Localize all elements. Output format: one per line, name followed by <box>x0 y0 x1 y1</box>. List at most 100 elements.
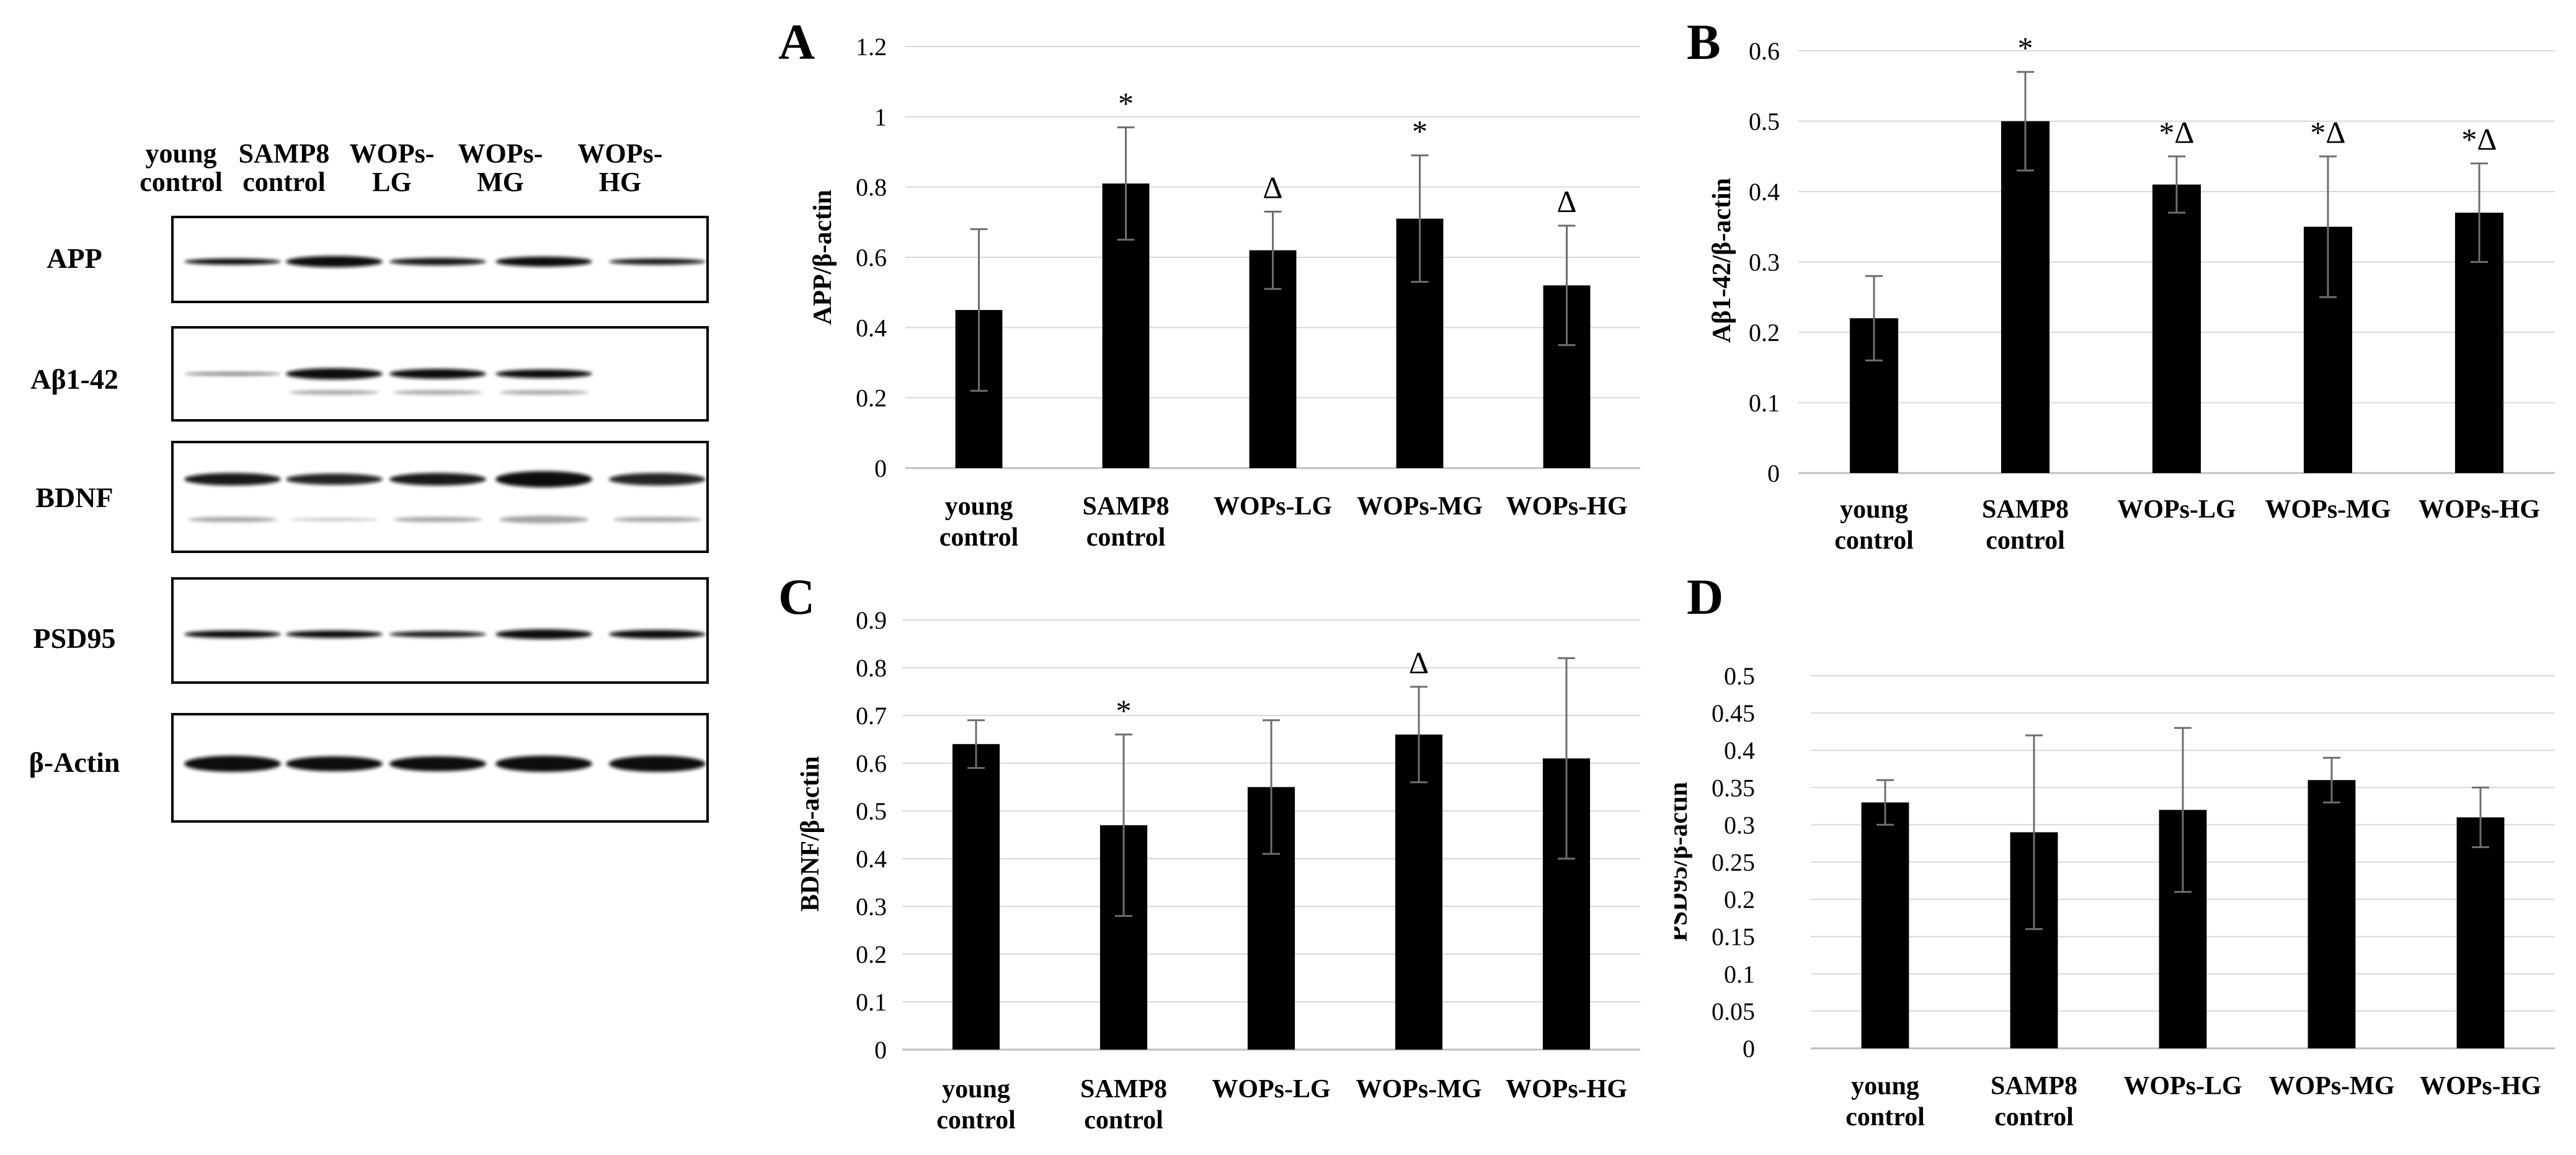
y-tick-label: 0.6 <box>1749 37 1780 65</box>
panel-letter: C <box>778 569 815 625</box>
y-tick-label: 0.4 <box>1749 178 1780 206</box>
blot-band-faint <box>290 518 379 521</box>
chart-panel-b: B00.10.20.30.40.50.6Aβ1-42/β-actinyoungc… <box>1687 14 2555 555</box>
blot-band <box>389 258 486 265</box>
blot-band <box>609 630 706 639</box>
y-tick-label: 1 <box>874 103 887 131</box>
x-category-label: SAMP8 <box>1982 495 2069 524</box>
y-tick-label: 0.1 <box>1749 389 1780 417</box>
y-tick-label: 0.1 <box>856 988 887 1016</box>
blot-band <box>286 368 383 379</box>
protein-label: BDNF <box>35 482 113 513</box>
significance-marker: * <box>1116 693 1132 728</box>
blot-band <box>184 631 281 638</box>
y-tick-label: 0.2 <box>856 940 887 968</box>
x-category-label: WOPs-HG <box>1506 492 1628 521</box>
x-category-label: WOPs-MG <box>2269 1072 2395 1100</box>
blot-band-faint <box>188 517 277 522</box>
x-category-label: SAMP8 <box>1083 492 1170 521</box>
y-tick-label: 0.8 <box>856 654 887 682</box>
blot-box <box>171 441 709 553</box>
protein-label: Aβ1-42 <box>30 363 118 395</box>
x-category-label: control <box>939 523 1019 552</box>
y-tick-label: 0.3 <box>1724 811 1755 839</box>
significance-marker: * <box>2018 30 2033 65</box>
y-tick-label: 0.2 <box>1749 319 1780 347</box>
y-tick-label: 0.6 <box>856 244 887 272</box>
x-category-label: WOPs-MG <box>1357 492 1483 521</box>
x-category-label: WOPs-LG <box>1212 1075 1330 1104</box>
x-category-label: young <box>1851 1072 1919 1100</box>
y-tick-label: 0.9 <box>856 606 887 634</box>
y-tick-label: 0.5 <box>1724 662 1755 690</box>
y-tick-label: 0.45 <box>1712 699 1755 727</box>
protein-label: APP <box>47 242 102 274</box>
blot-band <box>609 259 706 265</box>
y-tick-label: 0.25 <box>1712 849 1755 877</box>
y-tick-label: 0 <box>874 454 887 482</box>
x-category-label: WOPs-LG <box>2123 1072 2242 1100</box>
bar <box>2152 184 2201 473</box>
blot-band <box>184 756 281 772</box>
lane-label: control <box>242 167 326 197</box>
blot-band <box>609 756 706 772</box>
x-category-label: young <box>942 1075 1010 1104</box>
y-tick-label: 0.5 <box>856 797 887 825</box>
x-category-label: WOPs-LG <box>2117 495 2236 524</box>
x-category-label: control <box>936 1106 1016 1135</box>
significance-marker: Δ <box>1409 645 1429 680</box>
bar <box>2001 121 2050 473</box>
blot-band <box>389 631 486 637</box>
bar <box>1395 734 1443 1050</box>
blot-band <box>495 471 592 487</box>
y-tick-label: 0.1 <box>1724 960 1755 988</box>
significance-marker: Δ <box>1557 184 1576 219</box>
x-category-label: WOPs-HG <box>1506 1075 1627 1104</box>
x-category-label: control <box>1845 1103 1925 1131</box>
x-category-label: control <box>1994 1103 2074 1131</box>
blot-band <box>286 474 383 485</box>
y-tick-label: 0.4 <box>1724 737 1755 764</box>
protein-label: PSD95 <box>33 622 116 654</box>
blot-band <box>286 756 383 771</box>
x-category-label: WOPs-LG <box>1214 492 1332 521</box>
blot-band <box>389 369 486 379</box>
y-axis-label: APP/β-actin <box>809 190 837 325</box>
blot-band <box>495 370 592 378</box>
x-category-label: WOPs-HG <box>2420 1072 2541 1100</box>
panel-letter: A <box>778 14 815 70</box>
x-category-label: young <box>1840 495 1908 524</box>
blot-band-faint <box>499 390 588 395</box>
y-tick-label: 0 <box>1743 1035 1755 1063</box>
lane-label: WOPs- <box>578 138 663 169</box>
blot-band <box>389 473 486 485</box>
y-tick-label: 0.2 <box>1724 886 1755 914</box>
blot-band <box>609 473 706 485</box>
western-blot-figure: youngcontrolSAMP8controlWOPs-LGWOPs-MGWO… <box>29 138 709 823</box>
x-category-label: control <box>1986 526 2065 555</box>
blot-band <box>286 631 383 638</box>
y-tick-label: 0.3 <box>1749 249 1780 277</box>
bar <box>2307 780 2356 1048</box>
bar <box>2456 817 2505 1048</box>
blot-band-faint <box>290 390 379 395</box>
lane-label: control <box>140 167 223 197</box>
y-axis-label: BDNF/β-actin <box>796 756 825 912</box>
blot-band <box>184 259 281 265</box>
blot-band <box>184 372 281 376</box>
y-tick-label: 0.35 <box>1712 774 1755 802</box>
x-category-label: control <box>1084 1106 1163 1135</box>
x-category-label: WOPs-HG <box>2418 495 2540 524</box>
lane-label: young <box>146 138 217 169</box>
blot-band-faint <box>393 517 482 522</box>
x-category-label: SAMP8 <box>1991 1072 2077 1100</box>
x-category-label: SAMP8 <box>1080 1075 1167 1104</box>
panel-letter: D <box>1687 569 1723 625</box>
y-tick-label: 0.05 <box>1712 998 1755 1025</box>
lane-label: SAMP8 <box>239 138 330 169</box>
x-category-label: WOPs-MG <box>1356 1075 1482 1104</box>
x-category-label: WOPs-MG <box>2265 495 2391 524</box>
lane-label: HG <box>599 167 641 197</box>
chart-panel-c: C 0 0.1 0.2 0.3 0.4 0.5 0.6 0.7 0.8 0.9 BDNF/β-acti… <box>778 569 1640 1135</box>
y-tick-label: 0.2 <box>856 384 887 412</box>
